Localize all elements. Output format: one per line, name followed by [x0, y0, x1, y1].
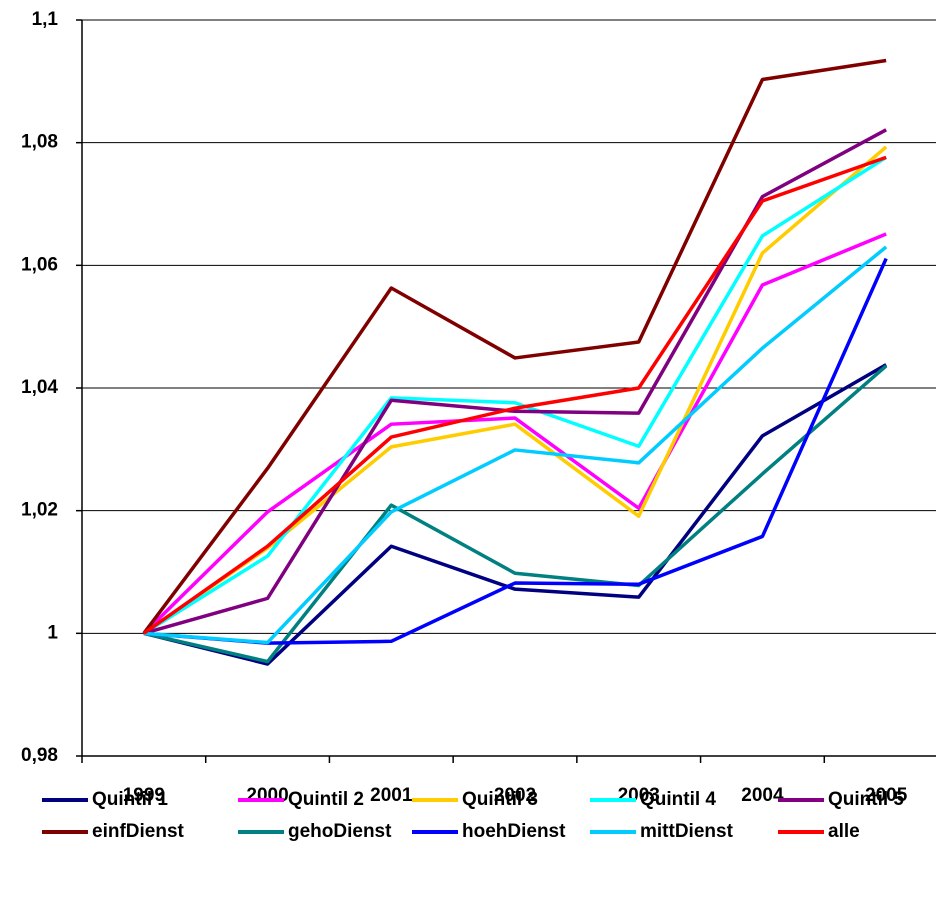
legend-label: alle: [828, 821, 860, 842]
legend-label: hoehDienst: [462, 821, 566, 842]
x-tick-label: 2005: [865, 785, 908, 806]
y-tick-label: 1: [47, 622, 58, 643]
x-tick-label: 1999: [123, 785, 165, 806]
legend-label: Quintil 3: [462, 789, 538, 810]
legend-label: Quintil 2: [288, 789, 364, 810]
series-line: [142, 58, 887, 635]
series-line: [143, 364, 888, 664]
series-line: [142, 145, 888, 635]
series-line: [142, 155, 887, 635]
legend-label: Quintil 4: [640, 789, 716, 810]
x-tick-label: 2004: [741, 785, 784, 806]
y-tick-label: 1,06: [21, 254, 58, 275]
legend-label: Quintil 1: [92, 789, 168, 810]
y-tick-label: 0,98: [21, 745, 58, 766]
legend-label: mittDienst: [640, 821, 734, 842]
x-tick-label: 2000: [246, 785, 288, 806]
y-tick-label: 1,02: [21, 500, 58, 521]
x-tick-label: 2002: [494, 785, 536, 806]
series-line: [143, 245, 888, 645]
series-line: [142, 232, 887, 635]
legend-label: gehoDienst: [288, 821, 392, 842]
y-tick-label: 1,1: [32, 9, 59, 30]
legend-label: einfDienst: [92, 821, 185, 842]
series-line: [142, 155, 888, 635]
legend-label: Quintil 5: [828, 789, 904, 810]
y-tick-label: 1,08: [21, 132, 58, 153]
series-line: [143, 363, 888, 666]
y-tick-label: 1,04: [21, 377, 58, 398]
series-line: [143, 128, 887, 636]
x-tick-label: 2001: [370, 785, 413, 806]
